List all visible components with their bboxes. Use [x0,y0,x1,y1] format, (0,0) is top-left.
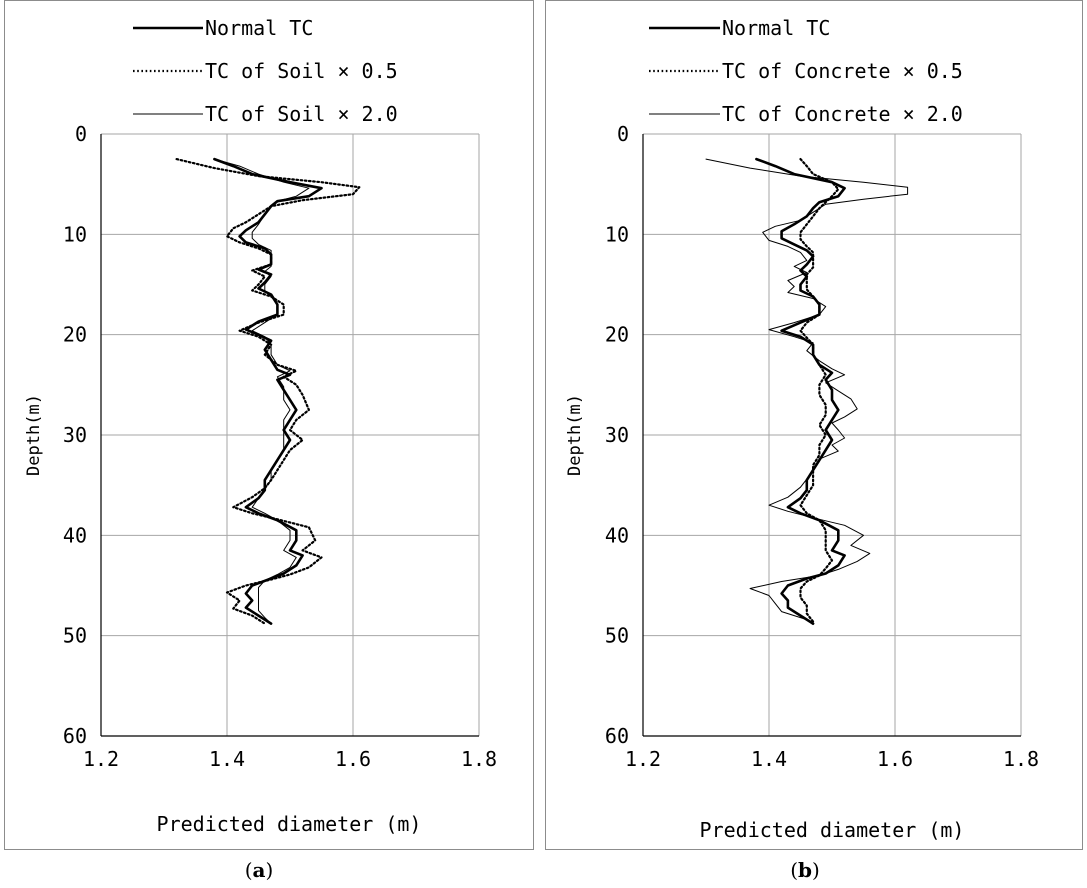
legend-label: Normal TC [205,16,313,40]
legend-label: TC of Concrete × 2.0 [722,102,963,126]
y-tick-label: 10 [605,222,629,246]
legend-label: TC of Concrete × 0.5 [722,59,963,83]
series-line-dotted [175,158,361,625]
y-tick-label: 0 [617,122,629,146]
x-tick-label: 1.2 [83,747,119,771]
y-tick-label: 40 [63,523,87,547]
y-axis-title: Depth(m) [565,394,585,476]
chart-panel-b: 0 10 20 30 40 50 60 1.2 1.4 1.6 1.8 Predicted diame… [545,0,1083,850]
x-tick-label: 1.4 [751,747,787,771]
panel-label-a: a [252,858,266,882]
y-tick-label: 30 [63,423,87,447]
series-line-thick [755,157,846,625]
panel-caption-b: (b) [790,858,820,882]
x-tick-label: 1.4 [209,747,245,771]
y-tick-label: 10 [63,222,87,246]
x-tick-label: 1.6 [877,747,913,771]
y-tick-label: 20 [605,323,629,347]
legend-label: Normal TC [722,16,830,40]
y-tick-label: 20 [63,323,87,347]
x-tick-label: 1.6 [335,747,371,771]
x-axis-title: Predicted diameter (m) [157,812,422,836]
x-tick-label: 1.8 [461,747,497,771]
chart-a-svg: 0 10 20 30 40 50 601.2 1.4 1.6 1.8 Predicted diame… [24,16,497,836]
series-line-dotted [799,158,840,623]
series-line-thin [705,158,909,626]
panel-label-b: b [798,858,812,882]
x-tick-label: 1.8 [1003,747,1039,771]
legend-label: TC of Soil × 2.0 [205,102,398,126]
chart-b-svg: 0 10 20 30 40 50 601.2 1.4 1.6 1.8 Predicted diame… [565,16,1039,842]
y-tick-label: 60 [605,724,629,748]
panel-caption-a: (a) [244,858,274,882]
y-axis-title: Depth(m) [24,394,44,476]
y-tick-label: 60 [63,724,87,748]
legend-label: TC of Soil × 0.5 [205,59,398,83]
chart-panel-a: 0 10 20 30 40 50 60 1.2 1.4 1.6 1.8 Predicted diame… [4,0,534,850]
y-tick-label: 50 [63,624,87,648]
series-line-thin [213,158,310,625]
series-line-thick [213,157,323,625]
y-tick-label: 0 [75,122,87,146]
x-axis-title: Predicted diameter (m) [700,818,965,842]
y-tick-label: 30 [605,423,629,447]
x-tick-label: 1.2 [625,747,661,771]
y-tick-label: 50 [605,624,629,648]
y-tick-label: 40 [605,523,629,547]
